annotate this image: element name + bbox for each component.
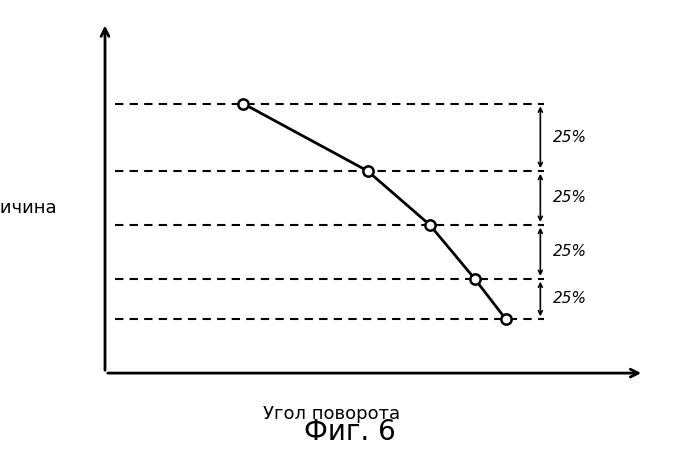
Point <box>469 275 480 283</box>
Text: 25%: 25% <box>553 130 587 145</box>
Text: 25%: 25% <box>553 244 587 259</box>
Text: Угол поворота: Угол поворота <box>262 405 400 424</box>
Text: 25%: 25% <box>553 191 587 205</box>
Point <box>424 221 435 228</box>
Point <box>362 167 373 175</box>
Text: Величина: Величина <box>0 199 57 217</box>
Point <box>500 316 512 323</box>
Point <box>237 100 248 107</box>
Text: Фиг. 6: Фиг. 6 <box>304 418 396 446</box>
Text: 25%: 25% <box>553 292 587 307</box>
